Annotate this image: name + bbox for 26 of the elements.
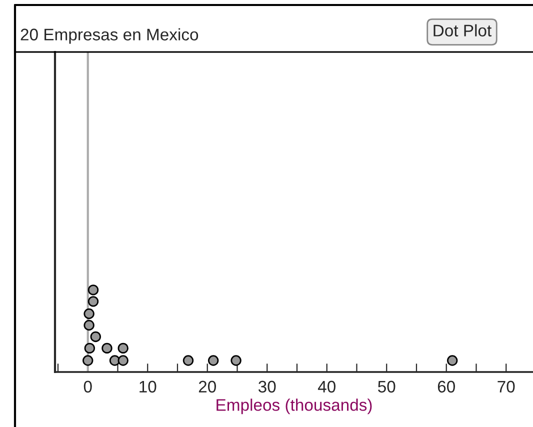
point [118, 355, 128, 366]
x-tick-label: 50 [378, 380, 396, 393]
point [84, 320, 94, 331]
x-tick-label: 60 [438, 380, 455, 393]
x-tick-label: 0 [84, 380, 92, 393]
point [90, 331, 101, 342]
point [446, 355, 458, 366]
text: Dot Plot [434, 24, 492, 36]
point [84, 308, 94, 320]
x-tick-label: 30 [258, 380, 276, 393]
chart-title: 20 Empresas en Mexico [20, 28, 198, 44]
point [82, 355, 94, 366]
x-tick-label: 40 [318, 380, 336, 393]
point [182, 355, 194, 366]
point [88, 296, 99, 307]
point [208, 355, 219, 366]
point [88, 284, 99, 296]
x-tick-label: 70 [498, 380, 515, 393]
x-axis-title: Empleos (thousands) [216, 398, 372, 414]
point [84, 342, 96, 354]
x-tick-label: 10 [140, 380, 156, 393]
point [102, 342, 112, 354]
point [118, 342, 128, 354]
x-tick-label: 20 [198, 380, 216, 393]
point [109, 355, 120, 366]
point [230, 355, 242, 366]
